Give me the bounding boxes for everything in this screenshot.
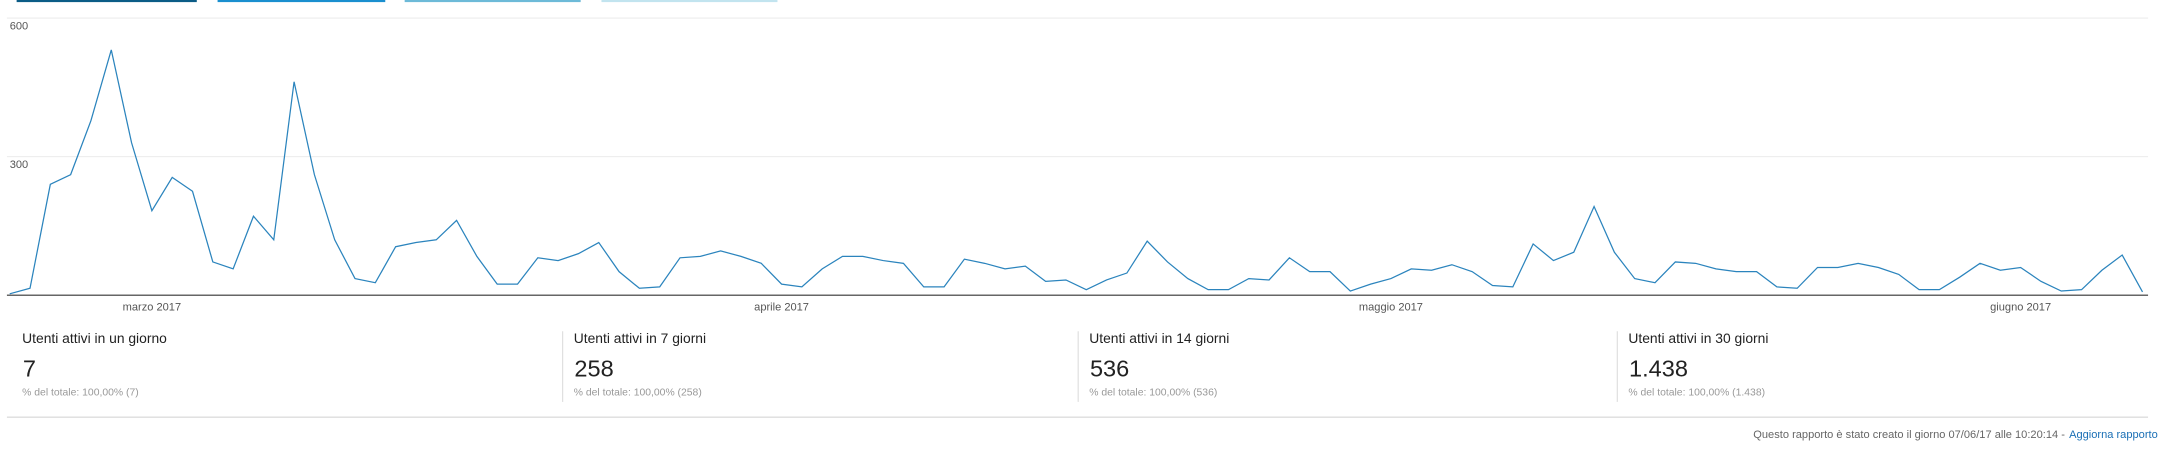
- metric-label: Utenti attivi in 7 giorni: [574, 330, 706, 346]
- metric-share: % del totale: 100,00% (258): [574, 388, 702, 399]
- metric-tab[interactable]: [217, 0, 386, 3]
- metric-tab[interactable]: [16, 0, 197, 3]
- metric-share: % del totale: 100,00% (1.438): [1628, 388, 1765, 399]
- footer: Questo rapporto è stato creato il giorno…: [1753, 429, 2157, 441]
- y-tick-label: 600: [10, 20, 28, 32]
- metric-share: % del totale: 100,00% (536): [1089, 388, 1217, 399]
- metric-tab[interactable]: [601, 0, 778, 3]
- metric-label: Utenti attivi in 14 giorni: [1089, 330, 1229, 346]
- metric-value: 1.438: [1629, 355, 1688, 381]
- x-tick-label: aprile 2017: [754, 302, 809, 314]
- metric-tab[interactable]: [404, 0, 581, 3]
- x-tick-label: giugno 2017: [1990, 302, 2051, 314]
- x-tick-label: maggio 2017: [1359, 302, 1423, 314]
- metric-label: Utenti attivi in un giorno: [22, 330, 167, 346]
- data-line: [9, 49, 2144, 295]
- metric-value: 536: [1090, 355, 1129, 381]
- metric-value: 258: [574, 355, 613, 381]
- x-tick-label: marzo 2017: [123, 302, 182, 314]
- metric-value: 7: [23, 355, 36, 381]
- refresh-link[interactable]: Aggiorna rapporto: [2069, 429, 2158, 441]
- footer-text: Questo rapporto è stato creato il giorno…: [1753, 429, 2065, 441]
- y-tick-label: 300: [10, 159, 28, 171]
- metric-share: % del totale: 100,00% (7): [22, 388, 139, 399]
- metric-label: Utenti attivi in 30 giorni: [1628, 330, 1768, 346]
